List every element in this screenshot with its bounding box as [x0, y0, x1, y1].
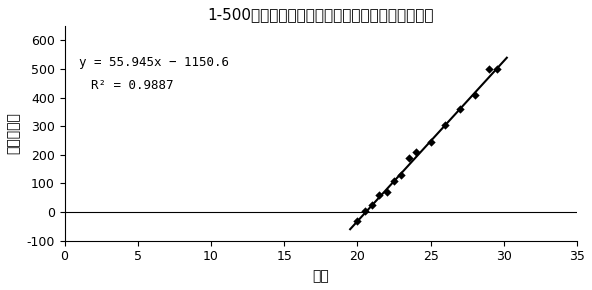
Point	[440, 122, 450, 127]
Point	[404, 155, 413, 160]
Point	[368, 203, 377, 207]
Point	[470, 92, 480, 97]
Point	[397, 173, 406, 177]
Title: 1-500倍连续可调放大器电压与增益的对应关系曲线: 1-500倍连续可调放大器电压与增益的对应关系曲线	[208, 7, 434, 22]
Point	[382, 190, 391, 194]
Point	[390, 178, 399, 183]
X-axis label: 电压: 电压	[313, 269, 329, 283]
Point	[492, 66, 501, 71]
Y-axis label: 增益（倍）: 增益（倍）	[7, 113, 21, 154]
Point	[455, 107, 465, 111]
Point	[360, 209, 369, 213]
Point	[426, 139, 436, 144]
Text: y = 55.945x − 1150.6: y = 55.945x − 1150.6	[79, 56, 229, 69]
Point	[484, 66, 494, 71]
Point	[353, 218, 362, 223]
Point	[411, 150, 421, 154]
Point	[375, 193, 384, 197]
Text: R² = 0.9887: R² = 0.9887	[91, 79, 173, 92]
